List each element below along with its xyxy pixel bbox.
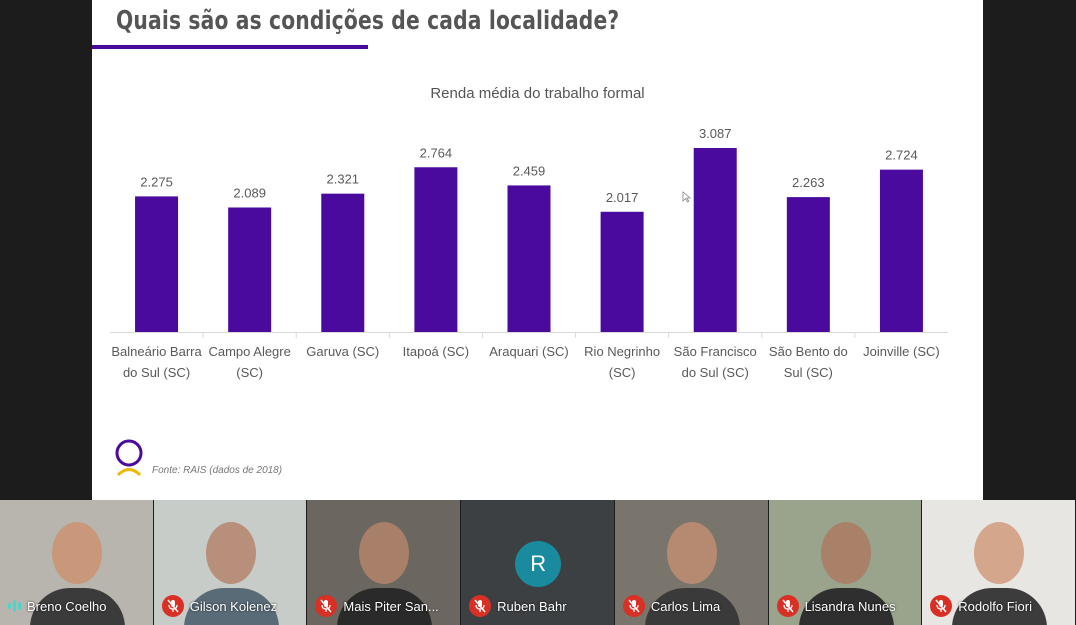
participant-tile[interactable]: Lisandra Nunes (768, 500, 922, 625)
slide-title: Quais são as condições de cada localidad… (116, 6, 620, 36)
bar (321, 193, 365, 332)
participant-name: Mais Piter San... (343, 598, 439, 614)
source-note: Fonte: RAIS (dados de 2018) (152, 465, 283, 476)
mic-muted-icon (161, 595, 184, 617)
bar (600, 211, 644, 332)
video-feed (0, 500, 153, 625)
mic-muted-icon (622, 595, 645, 617)
person-head (52, 522, 102, 584)
bar (786, 197, 830, 332)
participant-name: Breno Coelho (27, 598, 107, 614)
x-tick-label: Garuva (SC) (306, 344, 379, 359)
participant-name-row: Gilson Kolenez (161, 595, 278, 617)
avatar: R (515, 541, 562, 587)
participant-name: Carlos Lima (650, 598, 721, 614)
data-label: 2.089 (233, 185, 266, 200)
participant-name-row: Ruben Bahr (469, 595, 567, 617)
participant-tile[interactable]: Rodolfo Fiori (922, 500, 1075, 625)
x-tick-label: Rio Negrinho (584, 344, 660, 359)
logo-icon (115, 439, 143, 477)
mic-muted-icon (776, 595, 799, 617)
participant-name: Rodolfo Fiori (958, 598, 1032, 614)
x-tick-label: (SC) (236, 365, 263, 380)
participant-tile[interactable]: R Ruben Bahr (461, 500, 614, 625)
mic-muted-icon (469, 595, 492, 617)
participant-strip: Breno Coelho Gilson Kolenez Mais Piter San… (0, 500, 1076, 625)
data-label: 2.263 (792, 175, 825, 190)
x-tick-label: do Sul (SC) (123, 365, 190, 380)
data-label: 2.275 (140, 174, 173, 189)
participant-name-row: Lisandra Nunes (776, 595, 896, 617)
participant-name-row: Breno Coelho (8, 595, 107, 617)
x-tick-label: (SC) (609, 365, 636, 380)
person-head (359, 522, 410, 584)
person-head (820, 522, 871, 584)
x-tick-label: Joinville (SC) (863, 344, 940, 359)
person-head (666, 522, 717, 584)
x-tick-label: Sul (SC) (784, 365, 833, 380)
data-label: 2.724 (885, 148, 918, 163)
x-tick-label: Araquari (SC) (489, 344, 568, 359)
data-label: 2.017 (606, 190, 639, 205)
x-tick-label: Balneário Barra (111, 344, 202, 359)
bar (135, 196, 179, 332)
participant-name-row: Rodolfo Fiori (930, 595, 1032, 617)
data-label: 2.764 (420, 145, 453, 160)
x-tick-label: do Sul (SC) (682, 365, 749, 380)
person-head (205, 522, 256, 584)
title-underline (92, 45, 368, 49)
data-label: 2.459 (513, 163, 546, 178)
x-tick-label: Campo Alegre (208, 344, 290, 359)
x-tick-label: São Bento do (769, 344, 848, 359)
participant-name: Lisandra Nunes (804, 598, 896, 614)
participant-tile[interactable]: Gilson Kolenez (153, 500, 307, 625)
chart-title: Renda média do trabalho formal (430, 85, 645, 102)
bar (507, 185, 551, 332)
video-feed (153, 500, 307, 625)
participant-name-row: Mais Piter San... (315, 595, 439, 617)
mic-muted-icon (930, 595, 953, 617)
bar (693, 148, 737, 332)
data-label: 3.087 (699, 126, 732, 141)
participant-tile[interactable]: Carlos Lima (614, 500, 768, 625)
participant-tile[interactable]: Breno Coelho (0, 500, 153, 625)
person-head (974, 522, 1025, 584)
participant-name: Ruben Bahr (497, 598, 567, 614)
participant-name: Gilson Kolenez (189, 598, 278, 614)
presentation-slide: Quais são as condições de cada localidad… (92, 0, 983, 500)
data-label: 2.321 (327, 172, 360, 187)
bar (414, 167, 458, 332)
speaking-indicator-icon (8, 595, 21, 617)
participant-name-row: Carlos Lima (622, 595, 721, 617)
mic-muted-icon (315, 595, 338, 617)
mouse-cursor-icon (682, 191, 692, 203)
participant-tile[interactable]: Mais Piter San... (307, 500, 461, 625)
bar (228, 207, 272, 332)
bar (879, 169, 923, 332)
x-tick-label: Itapoá (SC) (403, 344, 469, 359)
bar-chart: 2.275 Balneário Barra do Sul (SC) 2.089 Camp… (110, 126, 948, 380)
x-tick-label: São Francisco (674, 344, 757, 359)
